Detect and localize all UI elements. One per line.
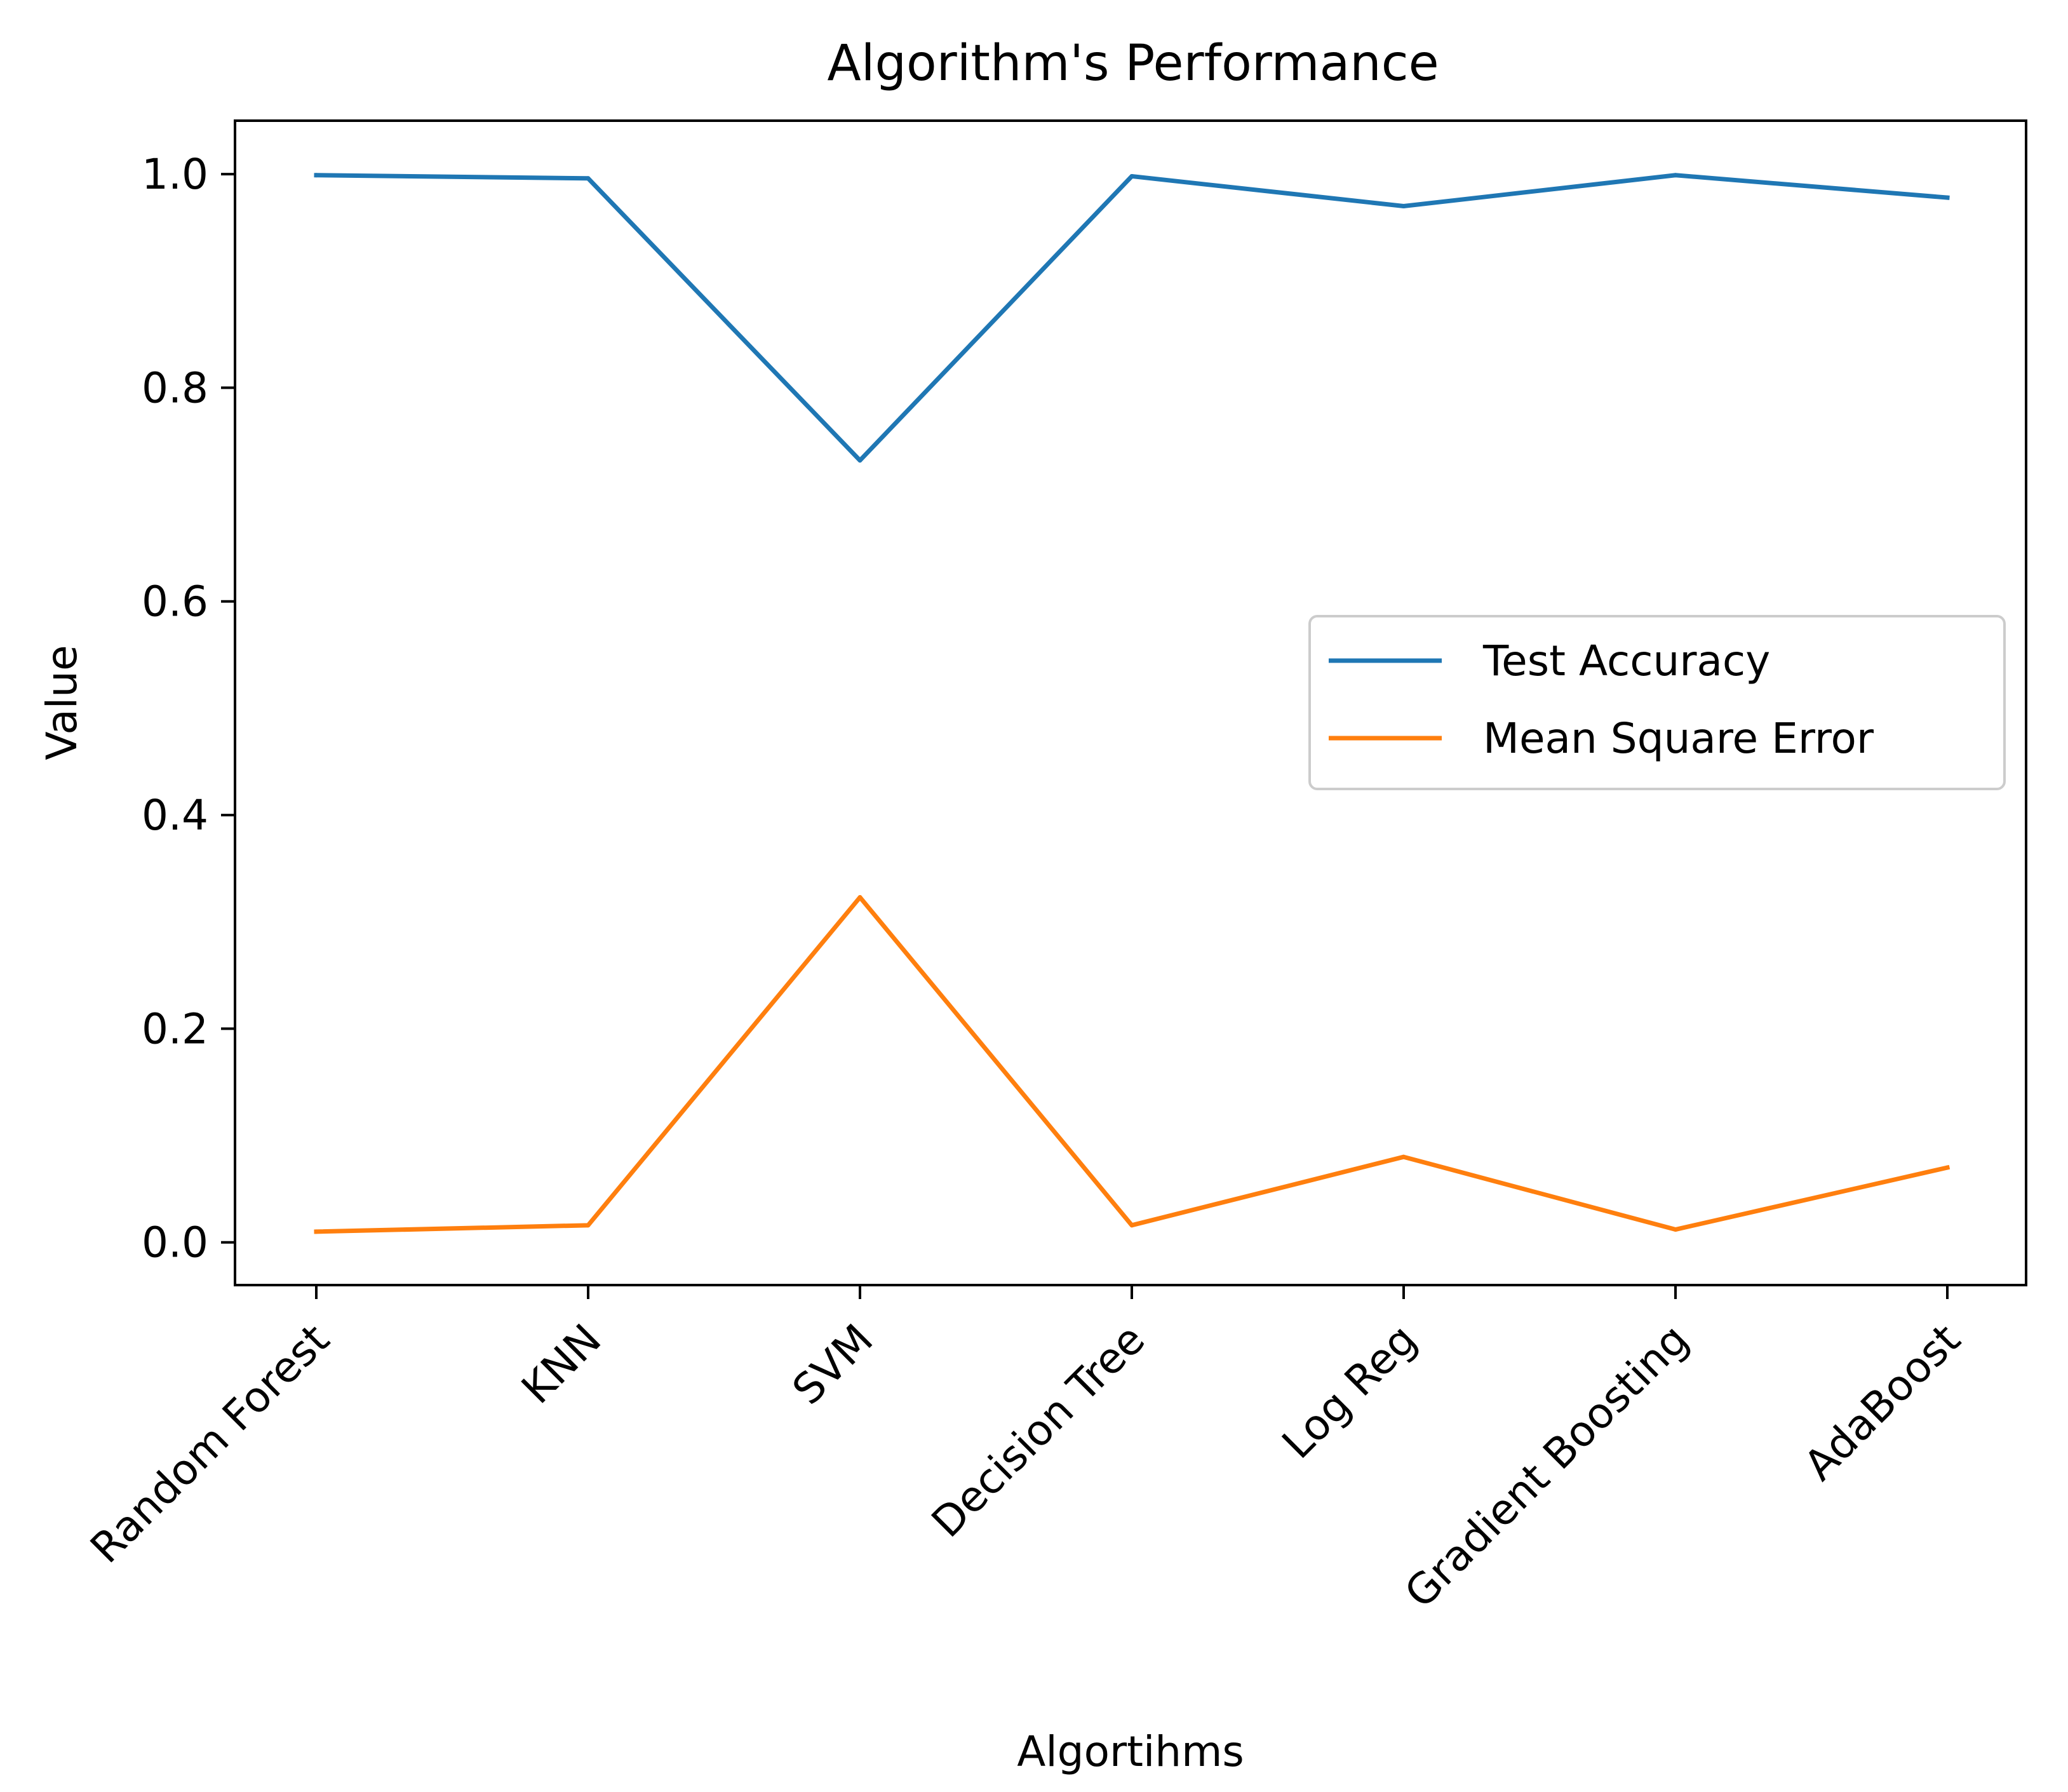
data-point-test-accuracy-log-reg [1401, 204, 1406, 209]
y-tick-label: 0.2 [142, 1004, 208, 1053]
data-point-test-accuracy-knn [586, 176, 591, 181]
data-point-mean-square-error-gradient-boosting [1673, 1227, 1678, 1232]
data-point-mean-square-error-knn [586, 1223, 591, 1228]
y-tick-label: 0.0 [142, 1218, 208, 1267]
data-point-mean-square-error-random-forest [314, 1229, 319, 1234]
chart-title: Algorithm's Performance [827, 35, 1439, 92]
data-point-mean-square-error-log-reg [1401, 1154, 1406, 1159]
data-point-mean-square-error-svm [857, 895, 863, 900]
data-point-test-accuracy-gradient-boosting [1673, 173, 1678, 178]
data-point-mean-square-error-adaboost [1945, 1165, 1950, 1170]
y-tick-label: 0.4 [142, 791, 208, 840]
y-axis: 0.0 0.2 0.4 0.6 0.8 1.0 [142, 150, 235, 1267]
data-point-test-accuracy-decision-tree [1129, 173, 1134, 179]
legend-label-mean-square-error: Mean Square Error [1483, 714, 1874, 763]
legend: Test Accuracy Mean Square Error [1308, 615, 2006, 790]
y-axis-label: Value [37, 645, 86, 760]
y-tick-label: 0.8 [142, 363, 208, 412]
y-tick-label: 1.0 [142, 150, 208, 199]
data-point-mean-square-error-decision-tree [1129, 1223, 1134, 1228]
legend-box [1308, 615, 2006, 790]
x-axis-label: Algortihms [1017, 1727, 1244, 1776]
y-tick-label: 0.6 [142, 577, 208, 626]
data-point-test-accuracy-adaboost [1945, 195, 1950, 200]
legend-label-test-accuracy: Test Accuracy [1482, 637, 1770, 685]
data-point-test-accuracy-random-forest [314, 173, 319, 178]
data-point-test-accuracy-svm [857, 458, 863, 463]
series-lines [314, 173, 1950, 1234]
